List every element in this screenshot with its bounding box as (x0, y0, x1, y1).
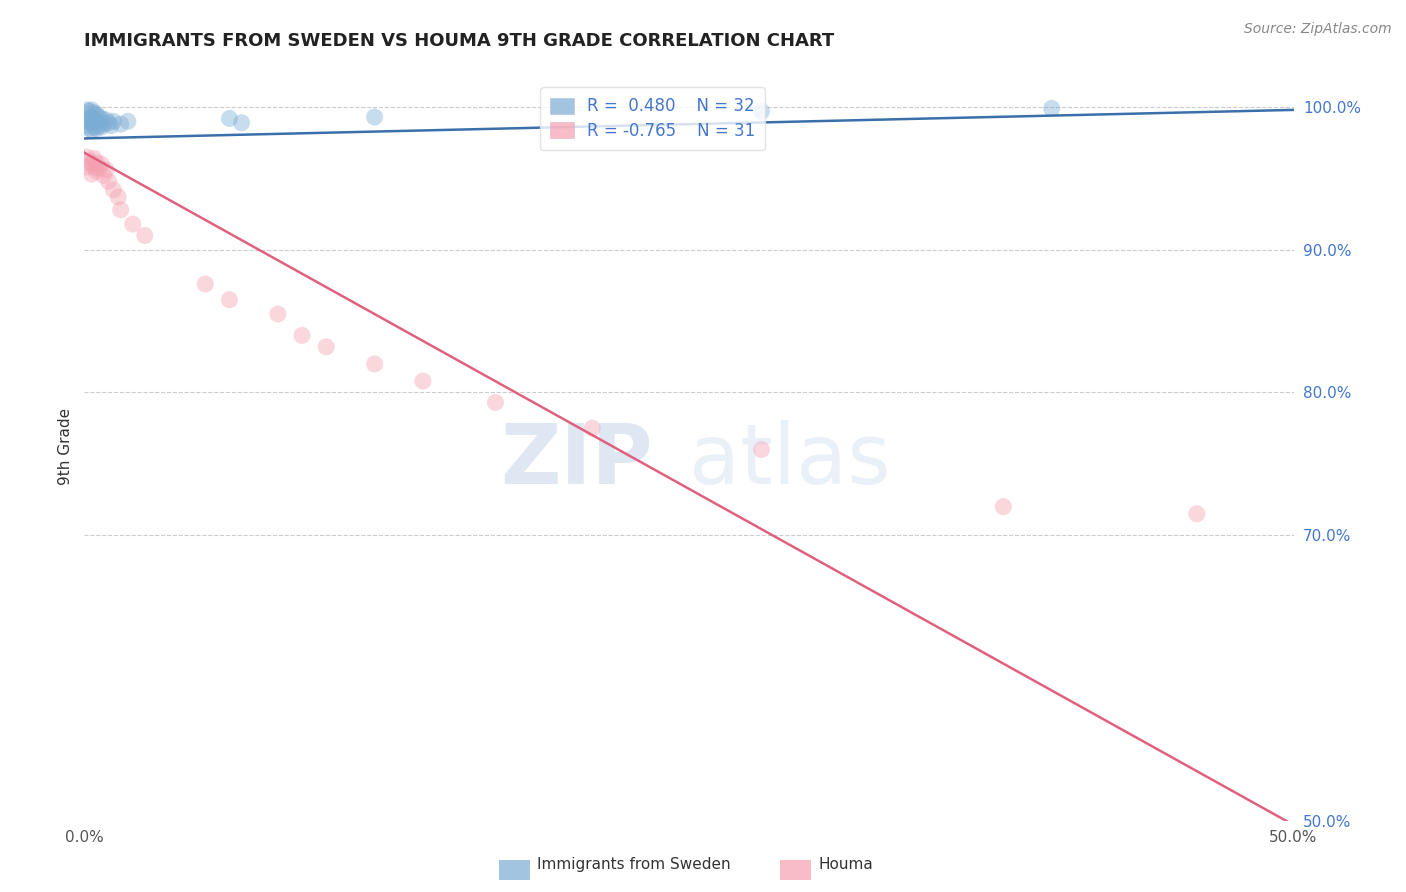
Point (134, 228, 156, 243)
Point (94, 162, 117, 177)
Point (412, 374, 434, 388)
Point (97, 116, 120, 130)
Text: atlas: atlas (689, 420, 890, 501)
Point (1185, 507, 1208, 521)
Text: Source: ZipAtlas.com: Source: ZipAtlas.com (1244, 22, 1392, 37)
Point (80, 116, 103, 130)
Point (83, 105, 105, 120)
Point (80, 167, 103, 181)
Point (83, 160, 105, 174)
Point (1040, 102, 1063, 116)
Point (83, 120, 105, 134)
Point (76, 160, 98, 174)
Point (76, 119, 98, 133)
Point (77, 114, 100, 128)
Point (363, 110, 385, 124)
Point (80, 123, 103, 137)
Point (90, 120, 112, 134)
Point (94, 112, 117, 127)
Text: IMMIGRANTS FROM SWEDEN VS HOUMA 9TH GRADE CORRELATION CHART: IMMIGRANTS FROM SWEDEN VS HOUMA 9TH GRAD… (84, 32, 835, 50)
Point (363, 357, 385, 371)
Point (267, 307, 290, 321)
Point (993, 500, 1015, 514)
Point (87, 110, 110, 124)
Point (83, 112, 105, 127)
Point (86, 155, 108, 169)
Point (121, 217, 143, 231)
Point (97, 174, 120, 188)
Point (80, 110, 103, 124)
Y-axis label: 9th Grade: 9th Grade (58, 408, 73, 484)
Point (77, 154, 100, 169)
Point (86, 114, 108, 128)
Point (484, 395, 506, 409)
Point (86, 164, 108, 178)
Point (103, 114, 125, 128)
Text: ZIP: ZIP (501, 420, 652, 501)
Point (315, 340, 337, 354)
Text: Houma: Houma (818, 857, 873, 872)
Point (103, 183, 125, 197)
Point (76, 112, 98, 126)
Text: Immigrants from Sweden: Immigrants from Sweden (537, 857, 731, 872)
Point (90, 112, 112, 126)
Point (117, 114, 139, 128)
Point (110, 202, 132, 217)
Point (93, 117, 115, 131)
Point (291, 328, 314, 343)
Point (218, 293, 240, 307)
Point (76, 103, 98, 117)
Point (218, 112, 240, 126)
Point (77, 104, 100, 119)
Point (110, 117, 132, 131)
Point (86, 107, 108, 121)
Point (86, 121, 108, 136)
Point (87, 161, 110, 176)
Point (231, 116, 253, 130)
Legend: R =  0.480    N = 32, R = -0.765    N = 31: R = 0.480 N = 32, R = -0.765 N = 31 (540, 87, 765, 150)
Point (90, 157, 112, 171)
Point (77, 121, 100, 136)
Point (83, 152, 105, 166)
Point (107, 190, 129, 204)
Point (751, 104, 773, 119)
Point (100, 119, 122, 133)
Point (751, 442, 773, 457)
Point (87, 119, 110, 133)
Point (80, 157, 103, 171)
Point (581, 421, 603, 435)
Point (80, 103, 103, 117)
Point (93, 169, 115, 183)
Point (194, 277, 217, 291)
Point (76, 150, 98, 164)
